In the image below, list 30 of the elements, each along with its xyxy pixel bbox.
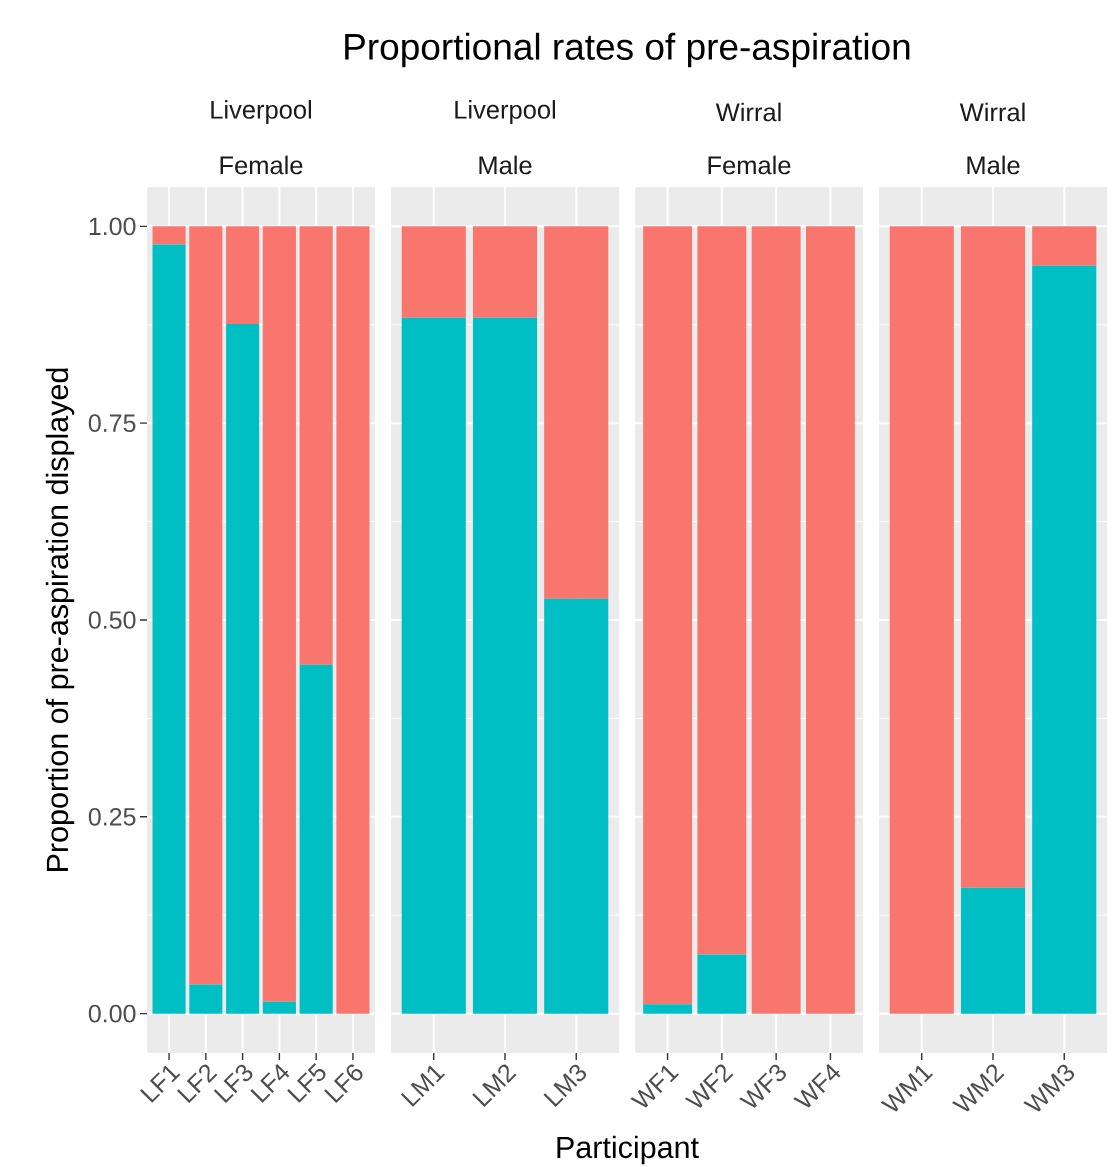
bar	[262, 226, 296, 1002]
text: Male	[967, 155, 1020, 175]
text: Liverpool	[455, 100, 555, 124]
x-tick-label: LM1	[400, 1065, 446, 1107]
y-tick-label: 1.00	[89, 217, 136, 236]
y-tick-label: 0.75	[88, 414, 136, 433]
text: Wirral	[715, 102, 781, 122]
x-axis-title: Participant	[557, 1135, 699, 1165]
bar	[299, 226, 333, 665]
bar	[226, 226, 260, 324]
text: Proportional rates of pre-aspiration	[345, 32, 910, 68]
text: Female	[220, 155, 303, 175]
bar	[336, 226, 370, 1014]
x-tick-label: LF6	[324, 1064, 363, 1104]
y-tick-label: 0.00	[88, 1004, 136, 1023]
bar	[299, 664, 333, 1014]
bar	[189, 226, 223, 985]
text: Wirral	[959, 102, 1025, 122]
bar	[152, 244, 186, 1014]
x-tick-label: LF5	[287, 1063, 326, 1103]
text: Liverpool	[211, 100, 311, 124]
y-axis-title: Proportion of pre-aspiration displayed	[45, 368, 75, 871]
bar	[189, 984, 223, 1014]
text: Female	[708, 155, 791, 175]
y-tick-label: 0.50	[88, 611, 136, 629]
text: Male	[479, 155, 532, 175]
bar	[262, 1001, 296, 1014]
y-tick-label: 0.25	[88, 807, 136, 826]
bar	[226, 323, 260, 1014]
bar	[152, 226, 186, 245]
